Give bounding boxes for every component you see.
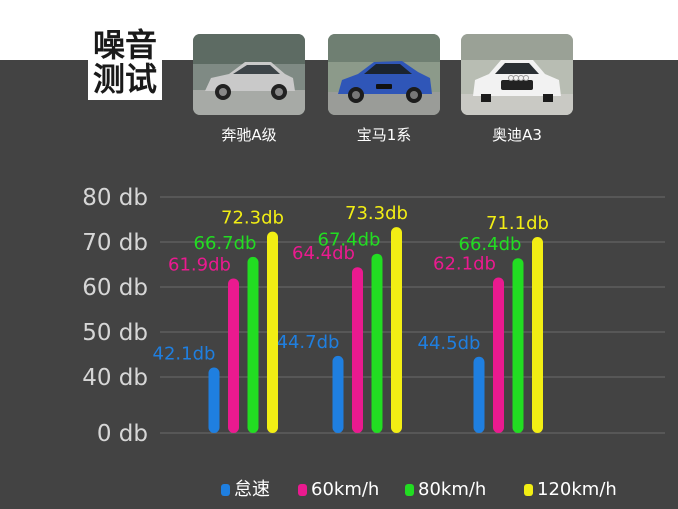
bar-80km/h-宝马1系: [371, 253, 383, 433]
bar-60km/h-宝马1系: [352, 267, 363, 433]
y-tick-label: 60 db: [82, 275, 148, 301]
bar-80km/h-奥迪A3: [512, 258, 524, 433]
y-tick-label: 80 db: [82, 185, 148, 211]
mercedes-sedan-icon: [193, 34, 305, 115]
data-label: 72.3db: [221, 208, 284, 229]
legend-label-idle: 怠速: [234, 479, 270, 500]
car-label-audi: 奥迪A3: [492, 126, 542, 144]
legend-label-80kmh: 80km/h: [418, 479, 487, 500]
y-tick-label: 0 db: [97, 421, 148, 447]
legend-swatch-80kmh: [405, 484, 414, 496]
legend-item-60kmh: 60km/h: [298, 478, 379, 502]
bar-80km/h-奔驰A级: [247, 256, 259, 433]
bar-120km/h-奔驰A级: [267, 231, 278, 433]
title-line-2: 测试: [92, 60, 157, 98]
bmw-sedan-icon: [328, 34, 440, 115]
data-label: 44.5db: [418, 333, 481, 354]
car-photo-mercedes: [193, 34, 305, 115]
data-label: 66.7db: [194, 233, 257, 254]
car-label-mercedes: 奔驰A级: [221, 126, 277, 144]
data-label: 73.3db: [345, 203, 408, 224]
legend-item-80kmh: 80km/h: [405, 478, 486, 502]
data-label: 67.4db: [318, 230, 381, 251]
y-tick-label: 70 db: [82, 230, 148, 256]
data-label: 71.1db: [486, 213, 549, 234]
car-photo-bmw: [328, 34, 440, 115]
car-label-bmw: 宝马1系: [356, 126, 412, 144]
data-label: 61.9db: [168, 254, 231, 275]
bar-60km/h-奔驰A级: [228, 278, 239, 433]
title-line-1: 噪音: [92, 26, 157, 64]
title-block: 噪音 测试: [88, 26, 162, 100]
bar-60km/h-奥迪A3: [493, 277, 504, 433]
bar-怠速-宝马1系: [332, 355, 344, 433]
legend-swatch-60kmh: [298, 484, 307, 496]
data-label: 44.7db: [277, 332, 340, 353]
legend-swatch-idle: [221, 484, 230, 496]
legend-label-60kmh: 60km/h: [311, 479, 380, 500]
data-label: 62.1db: [433, 254, 496, 275]
audi-sedan-icon: [461, 34, 573, 115]
data-label: 64.4db: [292, 243, 355, 264]
y-tick-label: 50 db: [82, 320, 148, 346]
legend-item-120kmh: 120km/h: [524, 478, 617, 502]
bar-怠速-奥迪A3: [473, 356, 485, 433]
bar-120km/h-奥迪A3: [532, 237, 543, 433]
bar-怠速-奔驰A级: [208, 367, 220, 433]
legend-swatch-120kmh: [524, 484, 533, 496]
car-photo-audi: [461, 34, 573, 115]
data-label: 42.1db: [153, 344, 216, 365]
bar-120km/h-宝马1系: [391, 227, 402, 433]
legend-label-120kmh: 120km/h: [537, 479, 617, 500]
chart-background: [0, 60, 678, 509]
data-label: 66.4db: [459, 234, 522, 255]
y-tick-label: 40 db: [82, 365, 148, 391]
legend-item-idle: 怠速: [221, 478, 270, 502]
